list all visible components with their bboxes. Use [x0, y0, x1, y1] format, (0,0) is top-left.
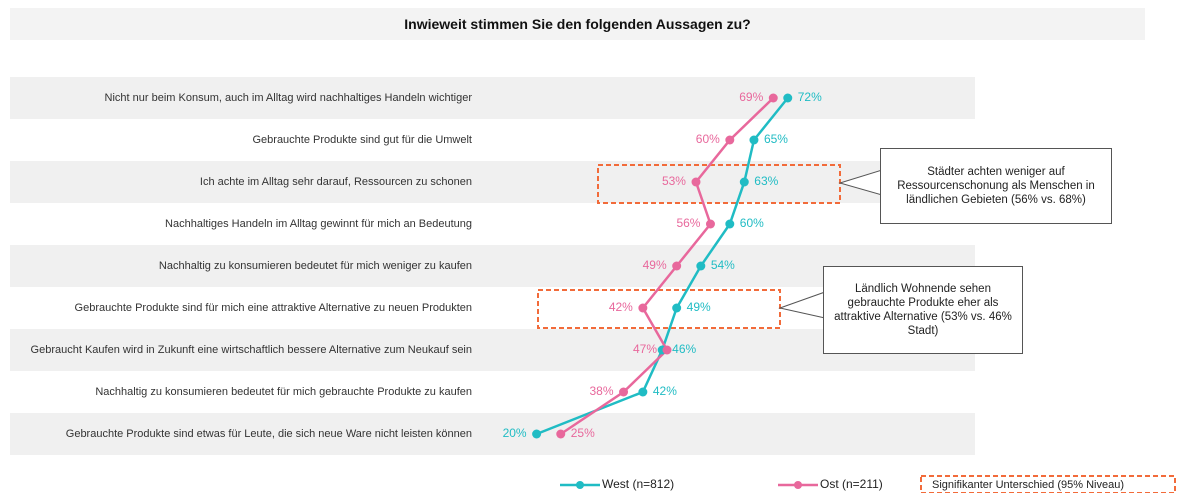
data-point: [768, 93, 778, 103]
data-label: 25%: [571, 426, 595, 440]
plot: 72% 65% 63% 60% 54% 49% 46% 42% 20% 69% 60% 53% 56% 4…: [503, 90, 823, 440]
category-label: Nachhaltig zu konsumieren bedeutet für m…: [95, 386, 472, 398]
data-point: [619, 387, 629, 397]
legend-label: West (n=812): [602, 477, 674, 491]
legend-marker: [794, 481, 802, 489]
chart-title: Inwieweit stimmen Sie den folgenden Auss…: [10, 8, 1145, 40]
row-background: [10, 329, 975, 371]
legend-significance: Signifikanter Unterschied (95% Niveau): [932, 479, 1124, 491]
data-label: 53%: [662, 174, 686, 188]
data-point: [725, 135, 735, 145]
category-label: Nachhaltig zu konsumieren bedeutet für m…: [158, 260, 472, 272]
data-point: [672, 261, 682, 271]
callout-pointer: [778, 291, 826, 319]
data-label: 20%: [503, 426, 527, 440]
category-label: Nachhaltiges Handeln im Alltag gewinnt f…: [165, 218, 472, 230]
annotation: Ländlich Wohnende sehen gebrauchte Produ…: [823, 266, 1023, 354]
category-label: Gebrauchte Produkte sind für mich eine a…: [74, 302, 472, 314]
data-point: [691, 177, 701, 187]
data-label: 49%: [687, 300, 711, 314]
row-background: [10, 77, 975, 119]
data-label: 69%: [739, 90, 763, 104]
data-label: 56%: [676, 216, 700, 230]
category-label: Gebrauchte Produkte sind gut für die Umw…: [252, 134, 472, 146]
category-label: Nicht nur beim Konsum, auch im Alltag wi…: [104, 92, 472, 104]
data-label: 47%: [633, 342, 657, 356]
data-point: [749, 135, 759, 145]
data-point: [696, 261, 706, 271]
category-label: Gebraucht Kaufen wird in Zukunft eine wi…: [30, 344, 472, 356]
data-point: [705, 219, 715, 229]
data-point: [638, 303, 648, 313]
data-label: 63%: [754, 174, 778, 188]
data-label: 54%: [711, 258, 735, 272]
data-label: 38%: [590, 384, 614, 398]
data-label: 60%: [696, 132, 720, 146]
data-label: 72%: [798, 90, 822, 104]
data-label: 65%: [764, 132, 788, 146]
significance-box: [597, 164, 841, 204]
row-background: [10, 161, 975, 203]
annotation: Städter achten weniger auf Ressourcensch…: [880, 148, 1112, 224]
row-background: [10, 245, 975, 287]
row-backgrounds: [10, 77, 975, 455]
legend-marker: [576, 481, 584, 489]
data-point: [638, 387, 648, 397]
data-label: 46%: [672, 342, 696, 356]
data-point: [725, 219, 735, 229]
row-background: [10, 413, 975, 455]
data-label: 42%: [653, 384, 677, 398]
data-label: 49%: [643, 258, 667, 272]
data-point: [556, 429, 566, 439]
data-point: [672, 303, 682, 313]
data-point: [532, 429, 542, 439]
legend-label: Ost (n=211): [820, 477, 883, 491]
data-label: 42%: [609, 300, 633, 314]
category-label: Ich achte im Alltag sehr darauf, Ressour…: [199, 176, 472, 188]
data-point: [783, 93, 793, 103]
significance-box: [537, 289, 781, 329]
data-label: 60%: [740, 216, 764, 230]
data-point: [662, 345, 672, 355]
category-label: Gebrauchte Produkte sind etwas für Leute…: [65, 428, 472, 440]
data-point: [739, 177, 749, 187]
